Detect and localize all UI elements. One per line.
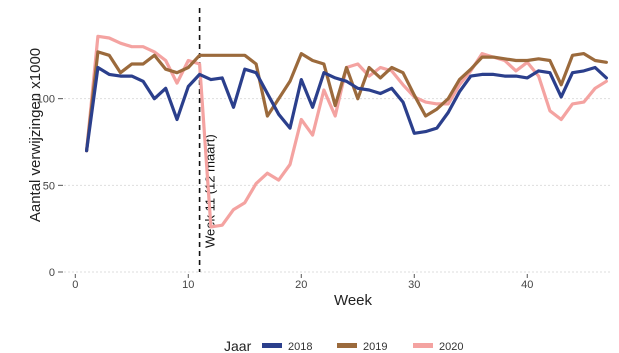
legend-label-2018: 2018 bbox=[288, 341, 312, 353]
x-tick-labels: 0 10 20 30 40 bbox=[72, 274, 533, 291]
series-line-2019 bbox=[84, 50, 609, 153]
y-tick-label-100: 100 bbox=[37, 94, 55, 106]
legend-title: Jaar bbox=[224, 338, 252, 353]
x-tick-label-40: 40 bbox=[521, 279, 533, 291]
legend-swatch-2020 bbox=[413, 343, 433, 348]
legend-items: 2018 2019 2020 bbox=[262, 341, 463, 353]
y-tick-label-0: 0 bbox=[49, 267, 55, 279]
x-tick-label-20: 20 bbox=[295, 279, 307, 291]
annotation-layer: Week 11 (12 maart) bbox=[198, 8, 218, 272]
series-line-2018 bbox=[84, 65, 609, 153]
legend-label-2019: 2019 bbox=[363, 341, 387, 353]
y-tick-labels: 0 50 100 bbox=[37, 94, 63, 279]
legend: Jaar 2018 2019 2020 bbox=[224, 338, 463, 353]
x-tick-label-30: 30 bbox=[408, 279, 420, 291]
x-tick-label-10: 10 bbox=[182, 279, 194, 291]
y-tick-label-50: 50 bbox=[43, 180, 55, 192]
y-axis-title: Aantal verwijzingen x1000 bbox=[27, 48, 44, 222]
legend-label-2020: 2020 bbox=[439, 341, 463, 353]
series-layer bbox=[84, 34, 609, 229]
legend-swatch-2018 bbox=[262, 343, 282, 348]
x-tick-label-0: 0 bbox=[72, 279, 78, 291]
x-axis-title: Week bbox=[334, 292, 373, 309]
series-line-2020 bbox=[84, 34, 609, 229]
legend-swatch-2019 bbox=[337, 343, 357, 348]
grid-layer bbox=[64, 98, 612, 273]
